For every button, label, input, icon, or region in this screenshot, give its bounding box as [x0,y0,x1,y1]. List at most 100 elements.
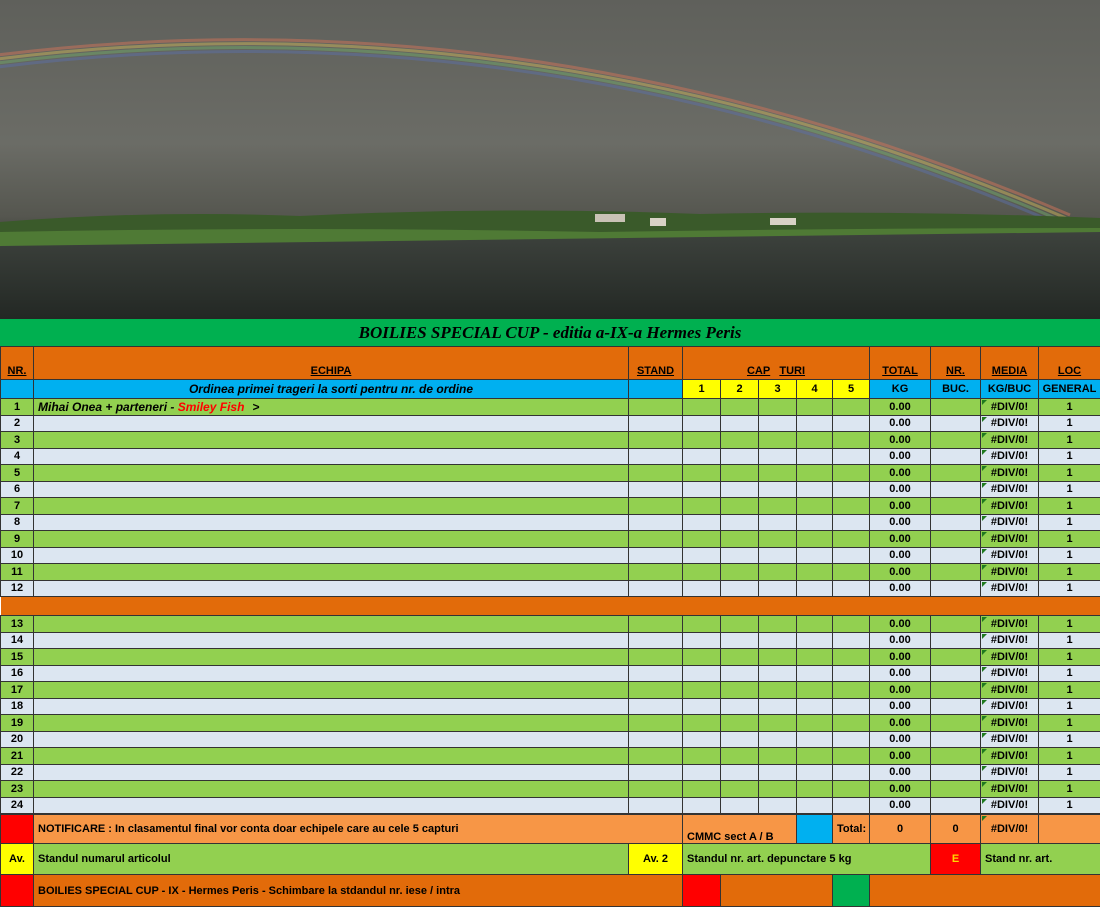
stand-cell[interactable] [628,681,683,699]
team-name-cell[interactable] [33,714,629,732]
table-row[interactable]: 14 0.00 #DIV/0! 1 [0,631,1100,649]
row-number[interactable]: 12 [0,579,34,597]
loc-cell[interactable]: 1 [1038,697,1100,715]
stand-cell[interactable] [628,579,683,597]
round-5-cell[interactable] [831,447,871,465]
round-1-cell[interactable] [682,648,721,666]
table-row[interactable]: 24 0.00 #DIV/0! 1 [0,796,1100,814]
round-2-cell[interactable] [720,480,759,498]
stand-cell[interactable] [628,513,683,531]
row-number[interactable]: 1 [0,398,34,416]
nr-buc-cell[interactable] [930,398,982,416]
total-kg-cell[interactable]: 0.00 [869,414,932,432]
row-number[interactable]: 16 [0,664,34,682]
loc-cell[interactable]: 1 [1038,681,1100,699]
stand-cell[interactable] [628,431,683,449]
table-row[interactable]: 2 0.00 #DIV/0! 1 [0,414,1100,432]
media-cell[interactable]: #DIV/0! [980,398,1040,416]
round-4-cell[interactable] [796,398,833,416]
round-1-cell[interactable] [682,730,721,748]
table-row[interactable]: 18 0.00 #DIV/0! 1 [0,697,1100,715]
media-cell[interactable]: #DIV/0! [980,579,1040,597]
stand-cell[interactable] [628,546,683,564]
loc-cell[interactable]: 1 [1038,431,1100,449]
round-1-cell[interactable] [682,796,721,814]
nr-buc-cell[interactable] [930,431,982,449]
media-cell[interactable]: #DIV/0! [980,431,1040,449]
team-name-cell[interactable] [33,431,629,449]
table-row[interactable]: 21 0.00 #DIV/0! 1 [0,747,1100,765]
row-number[interactable]: 6 [0,480,34,498]
stand-cell[interactable] [628,796,683,814]
table-row[interactable]: 12 0.00 #DIV/0! 1 [0,579,1100,597]
media-cell[interactable]: #DIV/0! [980,513,1040,531]
round-2-cell[interactable] [720,497,759,515]
round-3-cell[interactable] [758,796,797,814]
stand-cell[interactable] [628,697,683,715]
media-cell[interactable]: #DIV/0! [980,796,1040,814]
row-number[interactable]: 19 [0,714,34,732]
round-3-cell[interactable] [758,747,797,765]
nr-buc-cell[interactable] [930,681,982,699]
loc-cell[interactable]: 1 [1038,530,1100,548]
round-1-cell[interactable] [682,631,721,649]
round-3-cell[interactable] [758,615,797,633]
round-1-cell[interactable] [682,546,721,564]
round-4-cell[interactable] [796,464,833,482]
round-5-cell[interactable] [831,664,871,682]
round-1-cell[interactable] [682,447,721,465]
team-name-cell[interactable] [33,747,629,765]
nr-buc-cell[interactable] [930,631,982,649]
row-number[interactable]: 15 [0,648,34,666]
round-2-cell[interactable] [720,697,759,715]
stand-cell[interactable] [628,780,683,798]
round-1-cell[interactable] [682,615,721,633]
media-cell[interactable]: #DIV/0! [980,414,1040,432]
media-cell[interactable]: #DIV/0! [980,464,1040,482]
total-kg-cell[interactable]: 0.00 [869,648,932,666]
total-kg-cell[interactable]: 0.00 [869,780,932,798]
round-3-cell[interactable] [758,546,797,564]
round-5-cell[interactable] [831,513,871,531]
nr-buc-cell[interactable] [930,780,982,798]
round-4-cell[interactable] [796,563,833,581]
loc-cell[interactable]: 1 [1038,513,1100,531]
round-2-cell[interactable] [720,398,759,416]
nr-buc-cell[interactable] [930,447,982,465]
round-1-cell[interactable] [682,480,721,498]
media-cell[interactable]: #DIV/0! [980,615,1040,633]
team-name-cell[interactable]: Mihai Onea + parteneri - Smiley Fish > [33,398,629,416]
table-row[interactable]: 6 0.00 #DIV/0! 1 [0,480,1100,498]
row-number[interactable]: 9 [0,530,34,548]
round-3-cell[interactable] [758,431,797,449]
total-kg-cell[interactable]: 0.00 [869,480,932,498]
stand-cell[interactable] [628,530,683,548]
row-number[interactable]: 23 [0,780,34,798]
media-cell[interactable]: #DIV/0! [980,497,1040,515]
round-1-cell[interactable] [682,664,721,682]
team-name-cell[interactable] [33,648,629,666]
team-name-cell[interactable] [33,579,629,597]
round-2-cell[interactable] [720,780,759,798]
round-5-cell[interactable] [831,631,871,649]
stand-cell[interactable] [628,648,683,666]
total-kg-cell[interactable]: 0.00 [869,579,932,597]
stand-cell[interactable] [628,563,683,581]
round-5-cell[interactable] [831,648,871,666]
team-name-cell[interactable] [33,480,629,498]
round-2-cell[interactable] [720,730,759,748]
nr-buc-cell[interactable] [930,546,982,564]
nr-buc-cell[interactable] [930,579,982,597]
total-kg-cell[interactable]: 0.00 [869,398,932,416]
round-2-cell[interactable] [720,579,759,597]
round-2-cell[interactable] [720,747,759,765]
total-kg-cell[interactable]: 0.00 [869,730,932,748]
nr-buc-cell[interactable] [930,796,982,814]
row-number[interactable]: 20 [0,730,34,748]
loc-cell[interactable]: 1 [1038,398,1100,416]
total-kg-cell[interactable]: 0.00 [869,681,932,699]
round-4-cell[interactable] [796,513,833,531]
round-1-cell[interactable] [682,714,721,732]
team-name-cell[interactable] [33,631,629,649]
nr-buc-cell[interactable] [930,697,982,715]
